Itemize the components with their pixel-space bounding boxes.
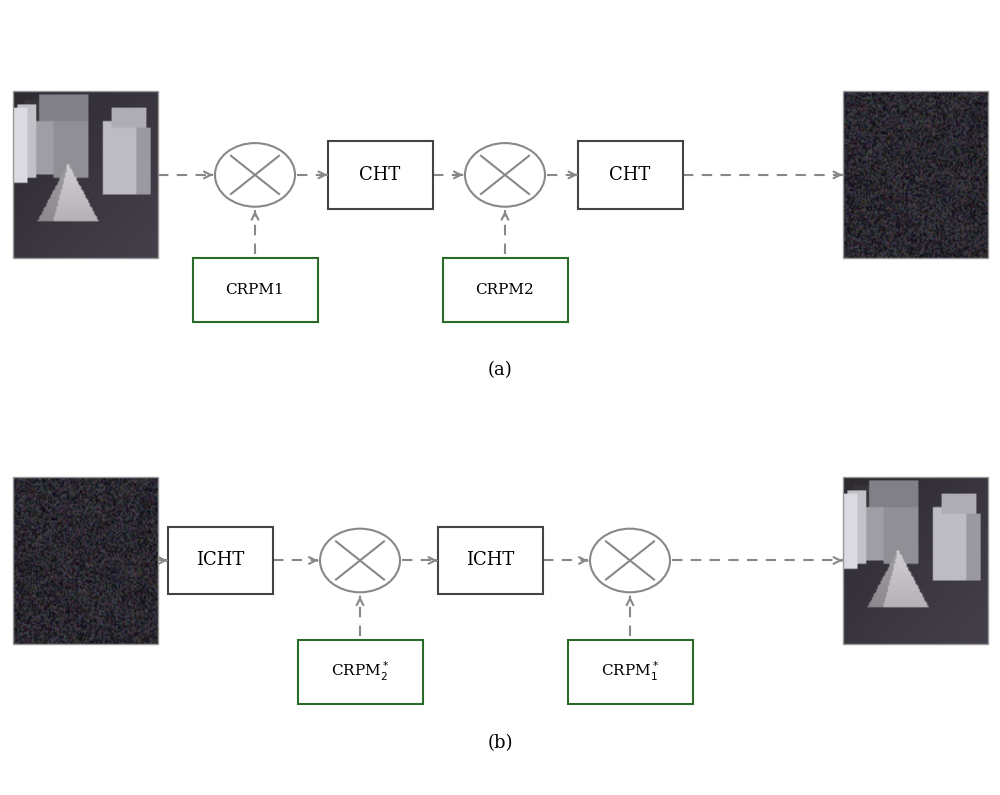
- Text: ICHT: ICHT: [466, 552, 514, 569]
- Text: CRPM$_2^*$: CRPM$_2^*$: [331, 660, 389, 684]
- Circle shape: [590, 529, 670, 592]
- FancyBboxPatch shape: [298, 640, 422, 704]
- FancyBboxPatch shape: [168, 527, 272, 595]
- Circle shape: [465, 143, 545, 207]
- FancyBboxPatch shape: [568, 640, 692, 704]
- Text: ICHT: ICHT: [196, 552, 244, 569]
- Text: CRPM1: CRPM1: [226, 283, 284, 297]
- Text: (a): (a): [488, 361, 512, 378]
- FancyBboxPatch shape: [578, 142, 682, 209]
- Text: CHT: CHT: [609, 166, 651, 184]
- FancyBboxPatch shape: [328, 142, 432, 209]
- Text: CRPM$_1^*$: CRPM$_1^*$: [601, 660, 659, 684]
- FancyBboxPatch shape: [192, 258, 318, 322]
- FancyBboxPatch shape: [438, 527, 542, 595]
- Circle shape: [215, 143, 295, 207]
- Text: CRPM2: CRPM2: [476, 283, 534, 297]
- Text: (b): (b): [487, 735, 513, 752]
- Text: CHT: CHT: [359, 166, 401, 184]
- Circle shape: [320, 529, 400, 592]
- FancyBboxPatch shape: [442, 258, 568, 322]
